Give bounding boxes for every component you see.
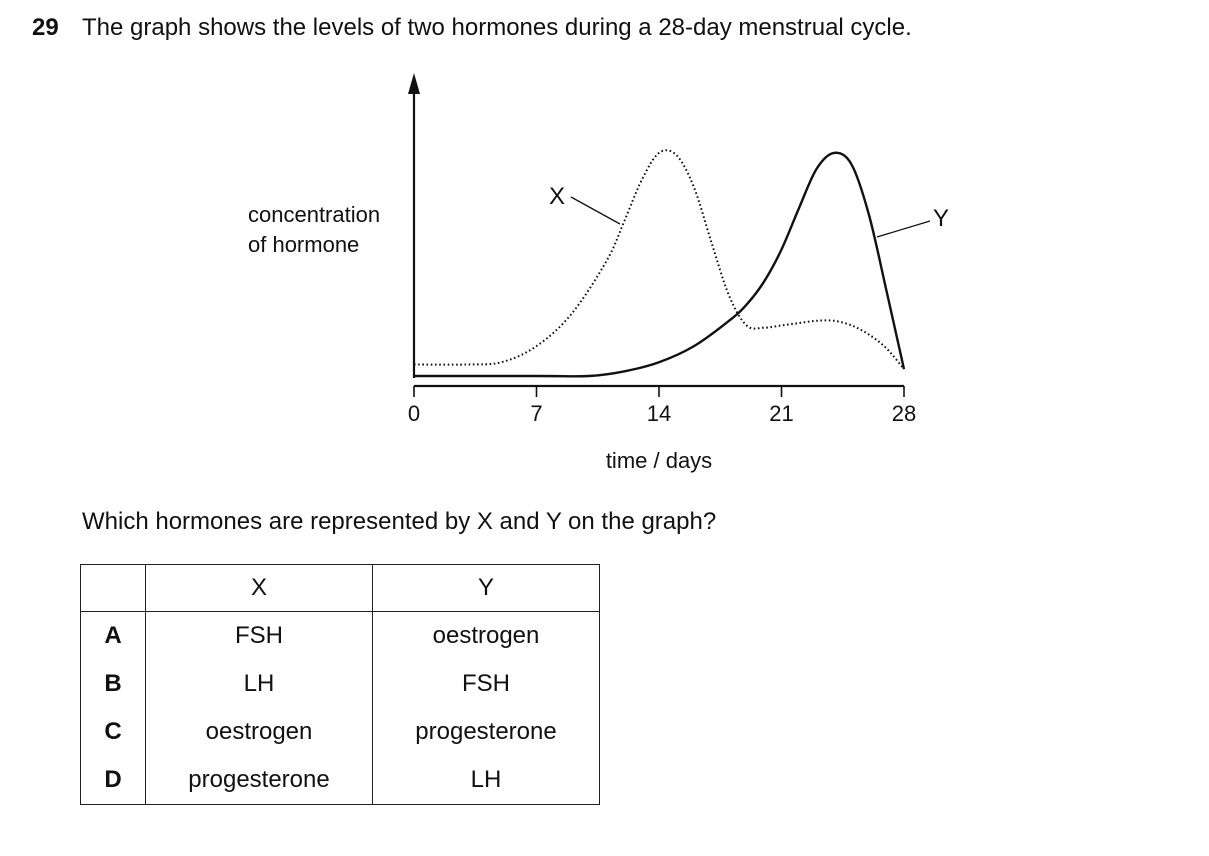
series-y-label: Y	[933, 205, 949, 232]
option-x-value: LH	[145, 660, 373, 708]
series-group	[413, 149, 906, 378]
question-prompt: Which hormones are represented by X and …	[82, 508, 717, 535]
option-y-value: FSH	[372, 660, 600, 708]
y-axis-label: concentration of hormone	[248, 200, 380, 260]
option-y-value: oestrogen	[372, 611, 600, 660]
axes	[408, 73, 904, 388]
option-letter: C	[80, 708, 146, 756]
series-y-line	[414, 151, 906, 378]
option-letter: D	[80, 756, 146, 805]
x-axis-label: time / days	[606, 448, 712, 473]
answer-table: X Y A FSH oestrogen B LH FSH C oestrogen…	[80, 564, 600, 805]
y-axis-label-line2: of hormone	[248, 232, 360, 257]
series-x-leader-line	[570, 196, 621, 225]
series-labels: X Y	[549, 183, 949, 238]
option-y-value: LH	[372, 756, 600, 805]
answer-row-a[interactable]: A FSH oestrogen	[80, 611, 600, 660]
header-blank-cell	[80, 564, 146, 612]
option-y-value: progesterone	[372, 708, 600, 756]
hormone-graph: 0 7 14 21 28 X Y time / days	[408, 73, 949, 473]
answer-row-d[interactable]: D progesterone LH	[80, 756, 600, 805]
answer-row-b[interactable]: B LH FSH	[80, 660, 600, 708]
series-x-line	[413, 149, 905, 370]
answer-table-header: X Y	[80, 564, 600, 612]
option-x-value: progesterone	[145, 756, 373, 805]
series-x-label: X	[549, 183, 565, 210]
x-tick-label: 7	[530, 401, 542, 426]
y-axis-label-line1: concentration	[248, 202, 381, 227]
question-text: The graph shows the levels of two hormon…	[82, 14, 912, 41]
x-tick-label: 0	[408, 401, 420, 426]
header-x: X	[145, 564, 373, 612]
x-tick-label: 28	[892, 401, 916, 426]
option-x-value: FSH	[145, 611, 373, 660]
option-x-value: oestrogen	[145, 708, 373, 756]
question-number: 29	[32, 14, 59, 41]
y-axis-arrow	[408, 73, 420, 94]
option-letter: B	[80, 660, 146, 708]
series-y-leader-line	[876, 220, 931, 238]
option-letter: A	[80, 611, 146, 660]
x-ticks: 0 7 14 21 28	[408, 386, 916, 426]
x-tick-label: 21	[769, 401, 793, 426]
header-y: Y	[372, 564, 600, 612]
answer-row-c[interactable]: C oestrogen progesterone	[80, 708, 600, 756]
x-tick-label: 14	[647, 401, 671, 426]
